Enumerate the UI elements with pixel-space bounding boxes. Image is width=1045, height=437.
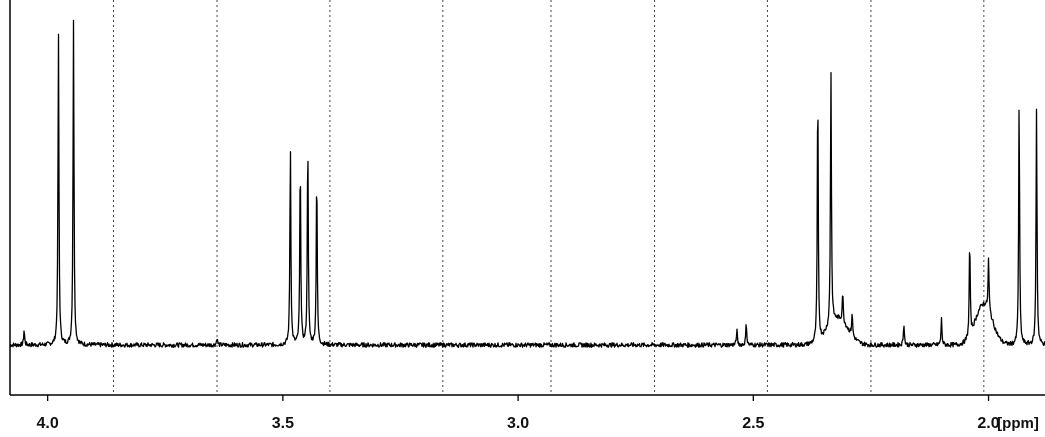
spectrum-line (9, 19, 1045, 348)
gridlines (113, 0, 985, 395)
x-axis-unit-label: [ppm] (997, 415, 1039, 432)
x-tick-label: 3.0 (507, 415, 529, 432)
x-axis-ticks: 4.0 3.5 3.0 2.5 2.0 (37, 395, 1000, 432)
x-tick-label: 4.0 (37, 415, 59, 432)
x-tick-label: 2.0 (977, 415, 999, 432)
x-tick-label: 2.5 (742, 415, 764, 432)
x-tick-label: 3.5 (272, 415, 294, 432)
